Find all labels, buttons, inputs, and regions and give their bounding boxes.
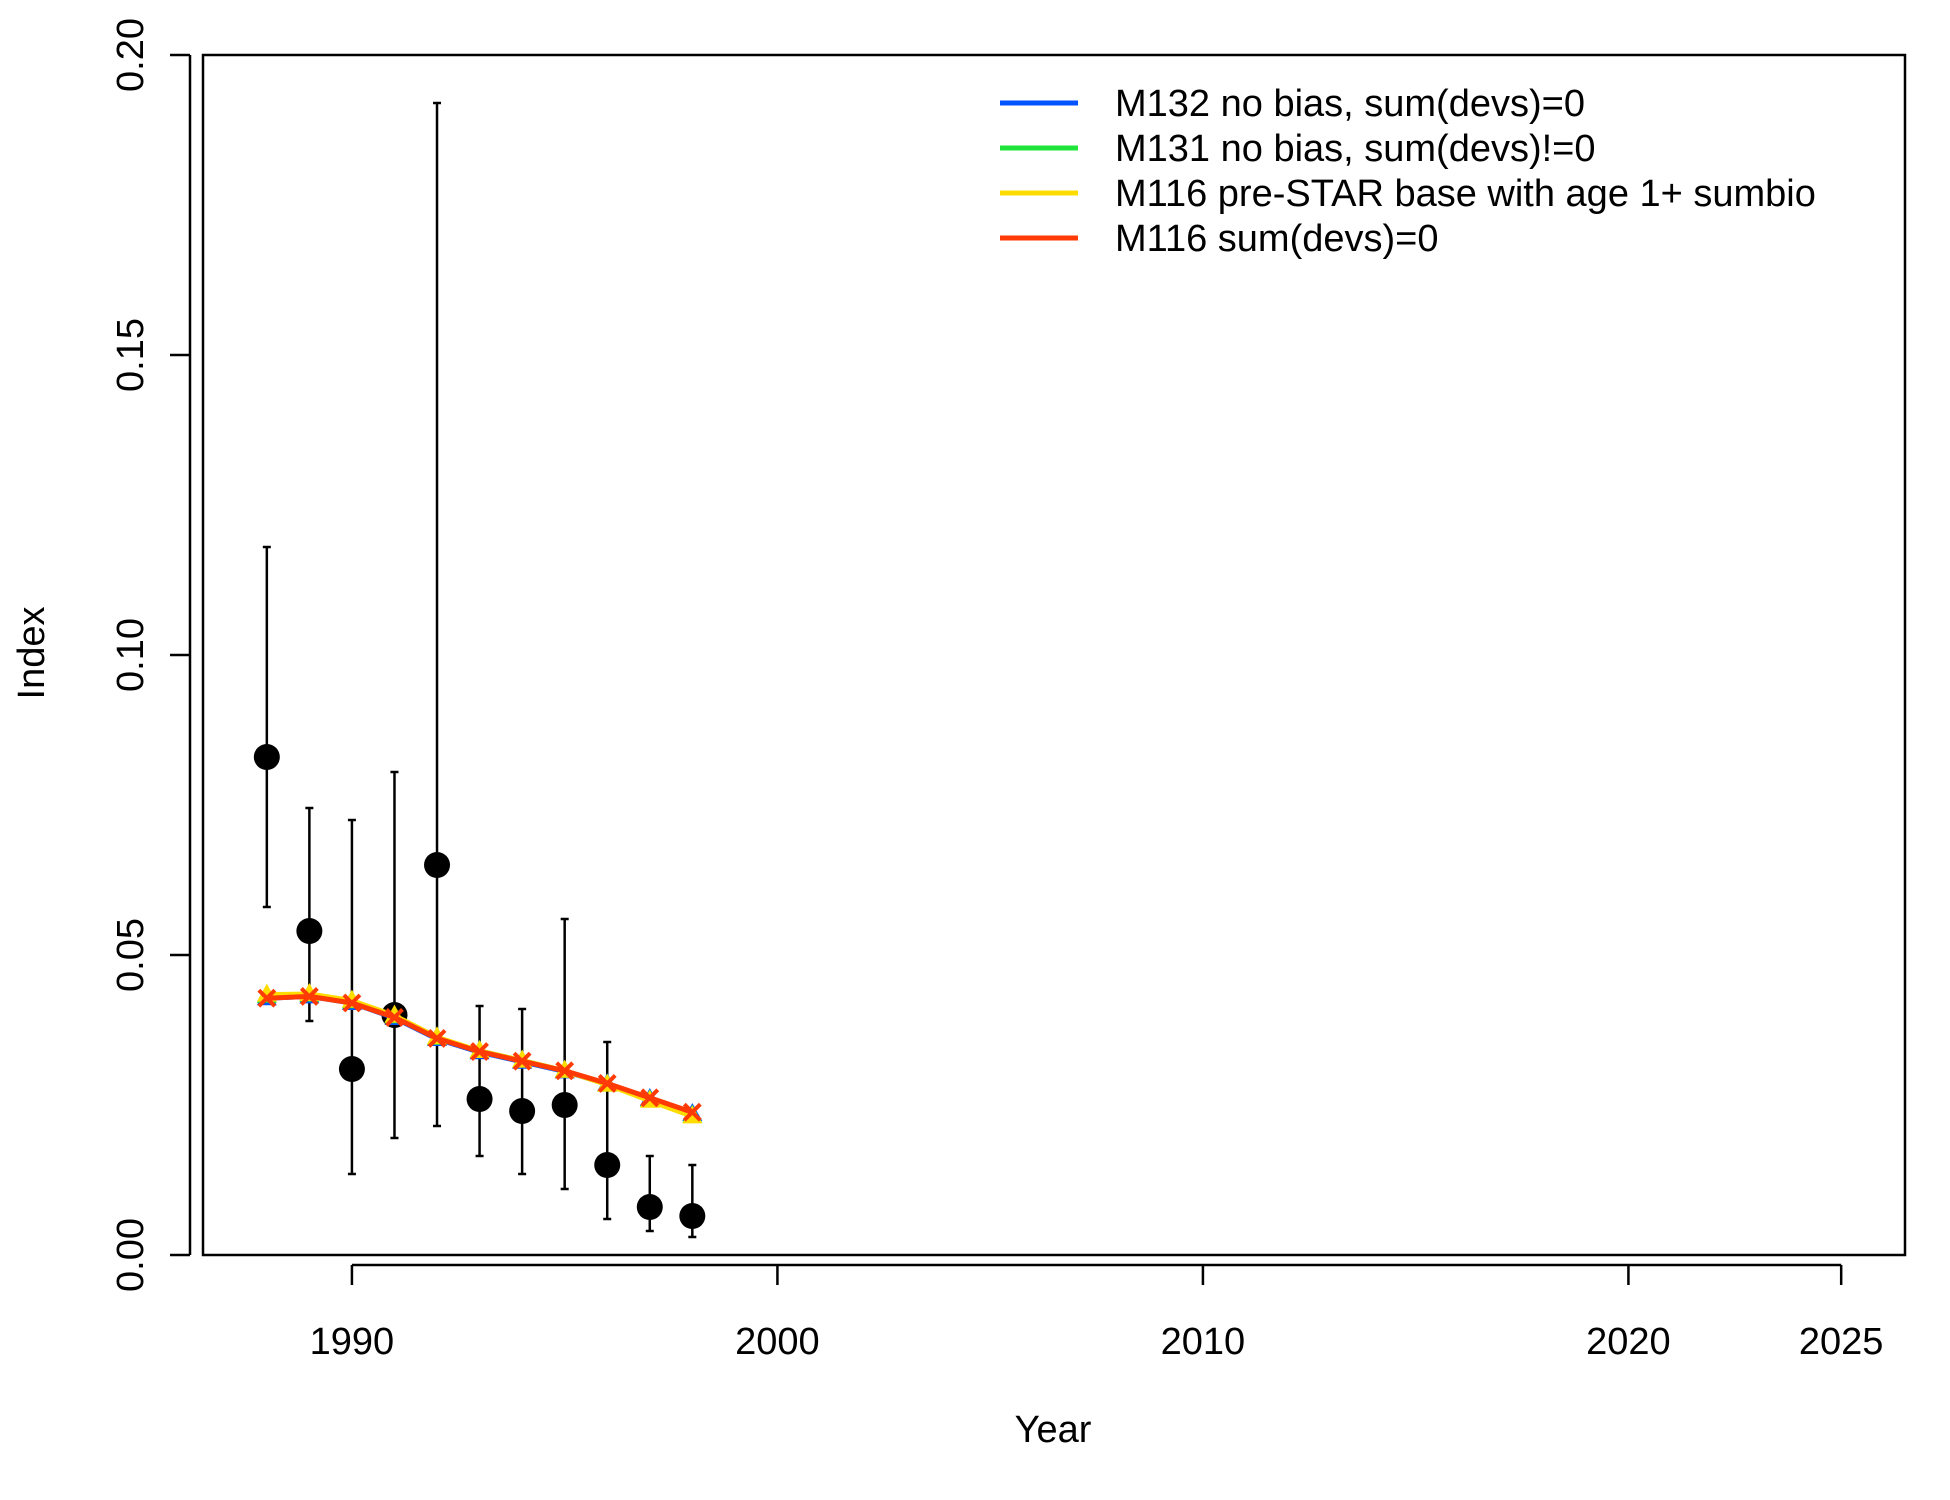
y-tick-label-0.10: 0.10 bbox=[110, 618, 152, 692]
series-4-point-1994 bbox=[512, 1051, 532, 1071]
series-4-point-1997 bbox=[640, 1088, 660, 1108]
series-4-point-1995 bbox=[555, 1061, 575, 1081]
y-tick-label-0.05: 0.05 bbox=[110, 918, 152, 992]
observed-point-1996 bbox=[594, 1152, 621, 1178]
legend-label-2: M131 no bias, sum(devs)!=0 bbox=[1115, 128, 1596, 170]
observed-point-1989 bbox=[296, 918, 323, 944]
plot-frame bbox=[201, 53, 1907, 1257]
x-axis: 1990 2000 2010 2020 2025 bbox=[310, 1263, 1884, 1363]
observed-point-1993 bbox=[466, 1086, 493, 1112]
y-axis-title: Index bbox=[11, 607, 53, 700]
series-group bbox=[256, 983, 703, 1124]
series-4-point-1991 bbox=[385, 1007, 404, 1027]
x-tick-label-2020: 2020 bbox=[1586, 1321, 1671, 1363]
series-4-point-1996 bbox=[597, 1073, 617, 1093]
series-4-point-1998 bbox=[682, 1102, 702, 1122]
observed-point-1998 bbox=[679, 1203, 706, 1229]
y-tick-label-0.20: 0.20 bbox=[110, 18, 152, 92]
observed-point-1992 bbox=[424, 852, 451, 878]
observed-point-1995 bbox=[551, 1092, 578, 1118]
observed-point-1994 bbox=[509, 1098, 536, 1124]
x-tick-label-2025: 2025 bbox=[1799, 1321, 1884, 1363]
series-4-point-1988 bbox=[257, 988, 277, 1008]
y-tick-label-0.15: 0.15 bbox=[110, 318, 152, 392]
observed-point-1997 bbox=[636, 1194, 663, 1220]
series-4-point-1990 bbox=[342, 993, 362, 1013]
legend-label-1: M132 no bias, sum(devs)=0 bbox=[1115, 83, 1585, 125]
legend-label-3: M116 pre-STAR base with age 1+ sumbio bbox=[1115, 173, 1816, 215]
series-4-point-1989 bbox=[299, 986, 319, 1006]
observed-point-1988 bbox=[253, 744, 280, 770]
observed-point-1990 bbox=[338, 1056, 365, 1082]
legend-label-4: M116 sum(devs)=0 bbox=[1115, 218, 1438, 260]
x-axis-title: Year bbox=[1015, 1409, 1092, 1451]
x-tick-label-2000: 2000 bbox=[735, 1321, 820, 1363]
series-4-point-1992 bbox=[427, 1028, 447, 1048]
series-4-point-1993 bbox=[470, 1042, 489, 1062]
x-tick-label-2010: 2010 bbox=[1161, 1321, 1246, 1363]
x-tick-label-1990: 1990 bbox=[310, 1321, 395, 1363]
y-tick-label-0.00: 0.00 bbox=[110, 1218, 152, 1292]
y-axis: 0.00 0.05 0.10 0.15 0.20 bbox=[110, 18, 192, 1292]
